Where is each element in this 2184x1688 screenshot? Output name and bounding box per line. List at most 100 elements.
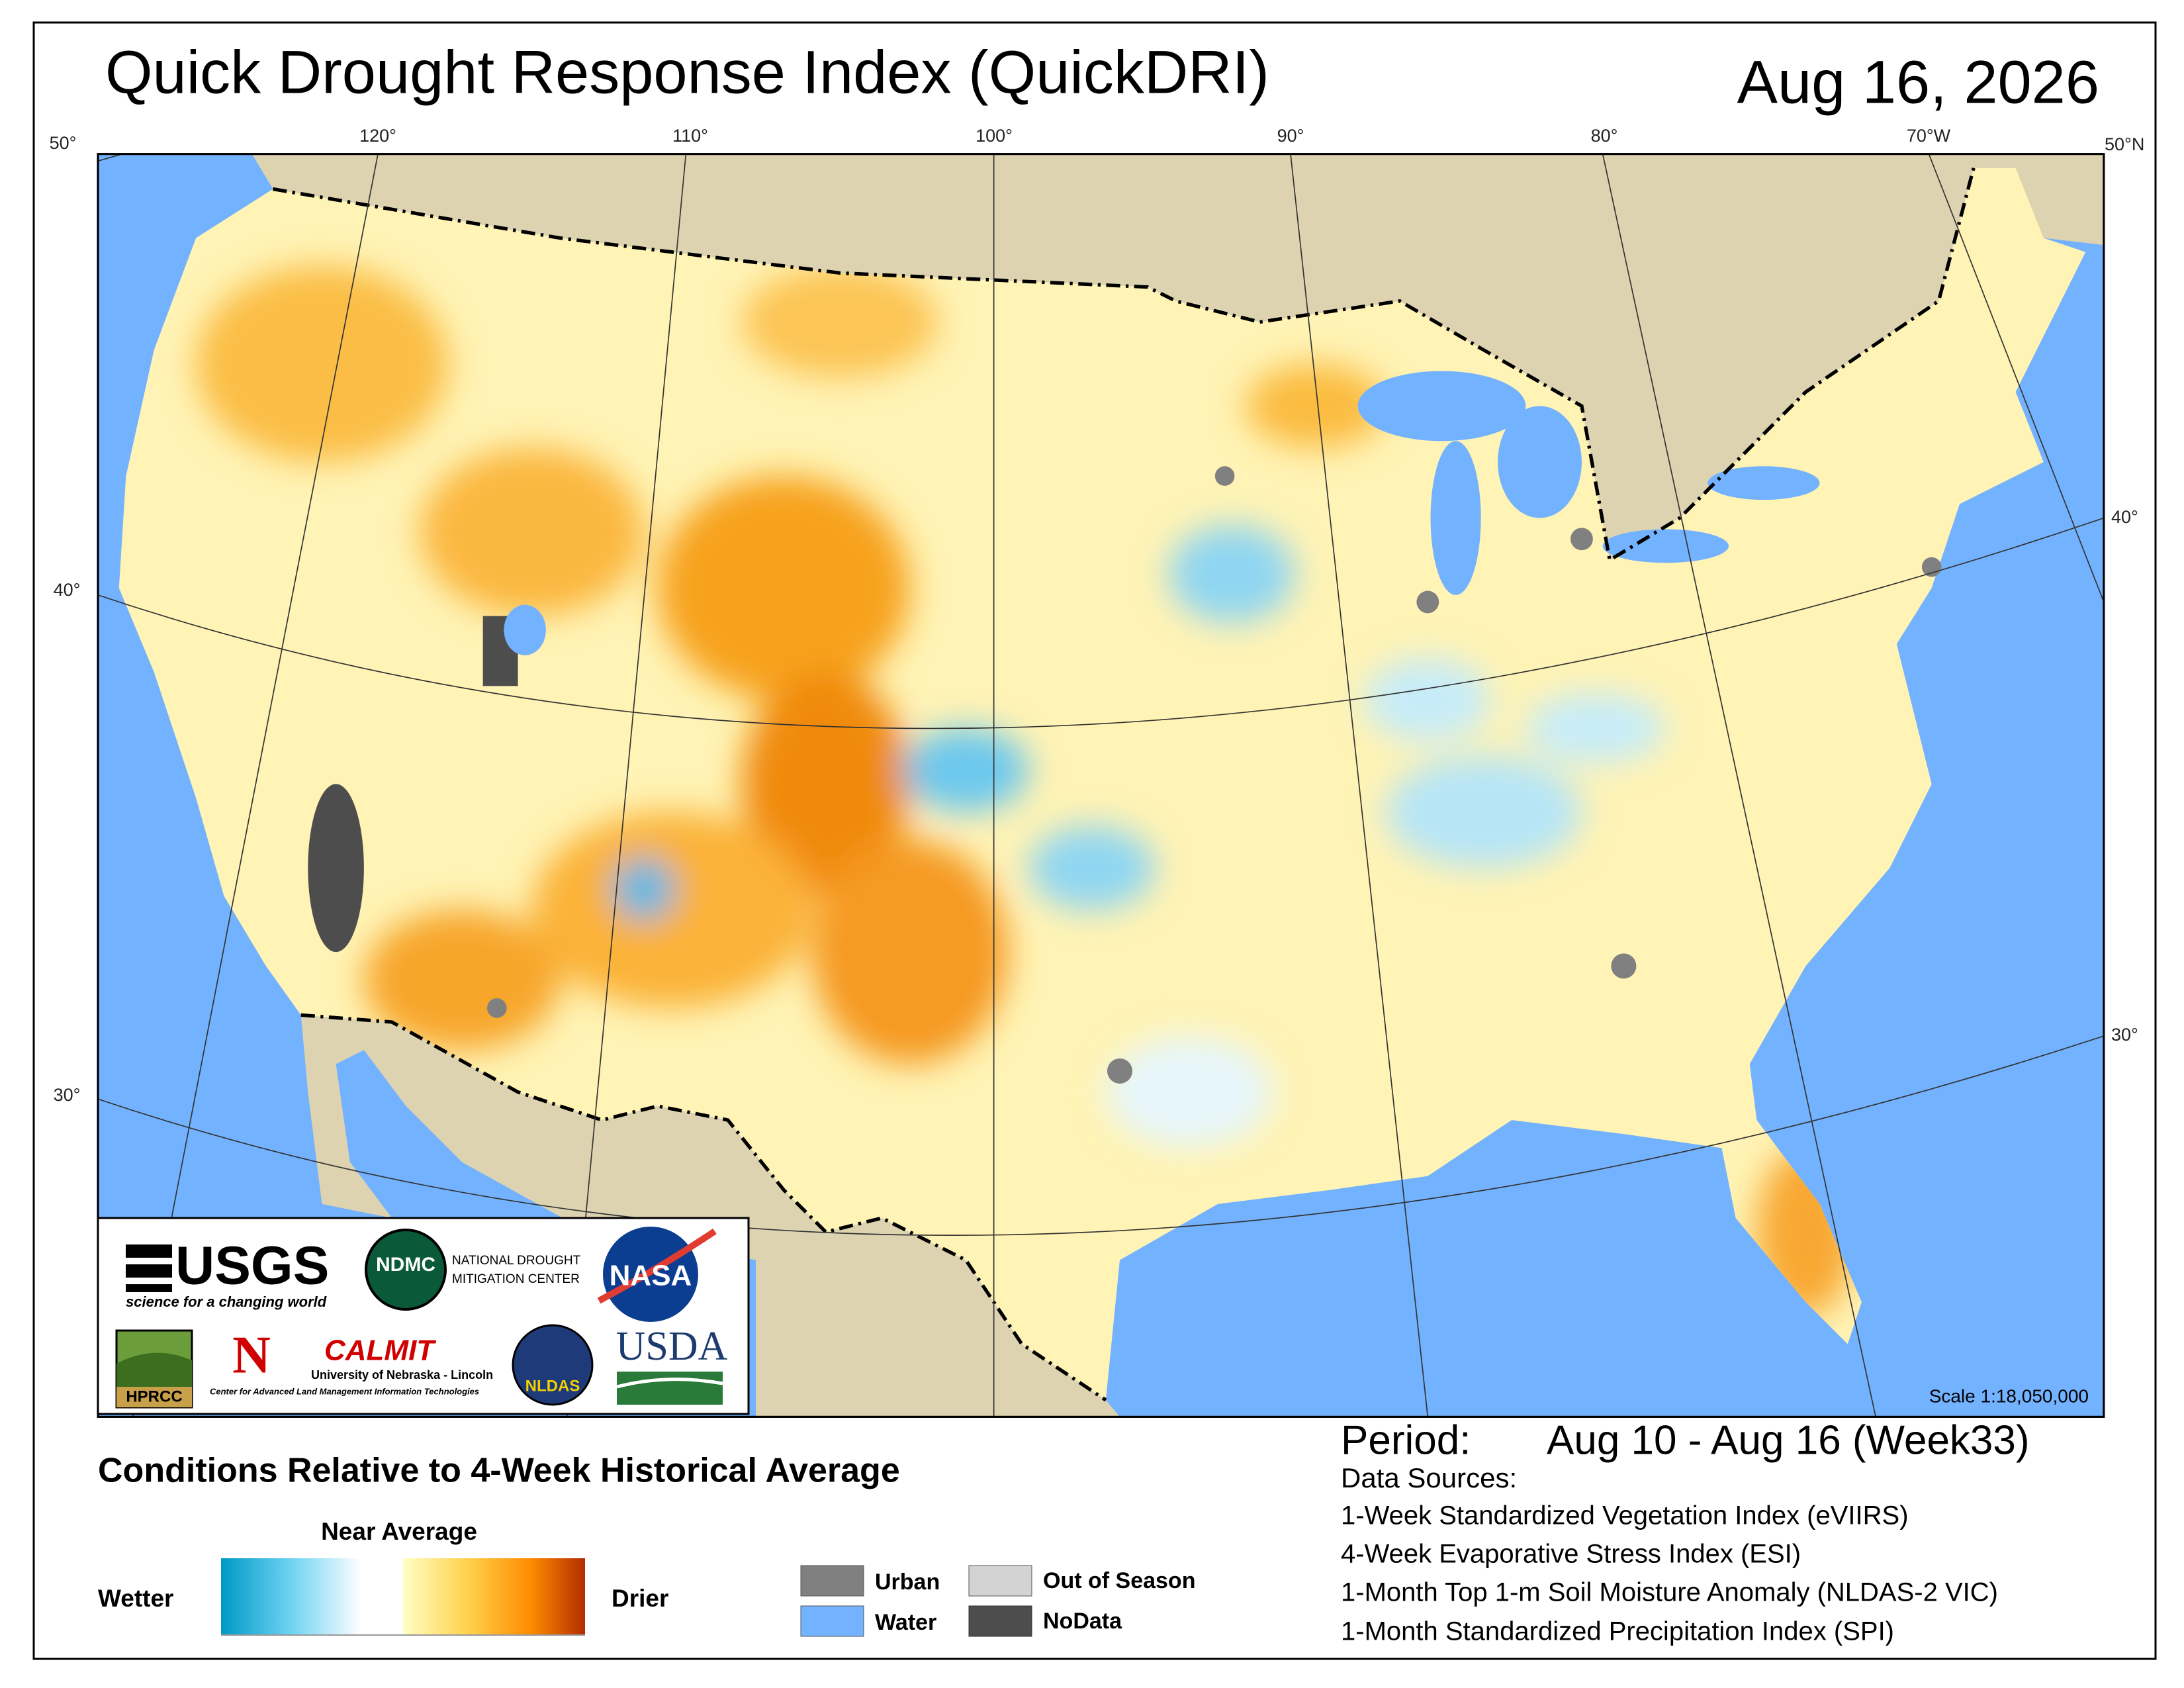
data-source: 1-Month Standardized Precipitation Index… <box>1341 1617 1894 1646</box>
out-of-season-swatch <box>968 1565 1032 1597</box>
map-scale: Scale 1:18,050,000 <box>1929 1385 2089 1406</box>
graticule-label: 100° <box>976 126 1013 146</box>
legend-near-average: Near Average <box>321 1518 477 1545</box>
graticule <box>98 154 2104 1417</box>
ndmc-text: NDMC <box>376 1254 435 1276</box>
wet-color-bar <box>221 1558 361 1635</box>
wet-area <box>1028 825 1155 910</box>
lake <box>1498 406 1582 518</box>
graticule-label: 50°N <box>2105 134 2144 154</box>
graticule-label: 40° <box>54 580 81 600</box>
nasa-swoosh <box>597 1228 717 1304</box>
usgs-mark <box>126 1244 172 1292</box>
water-swatch <box>800 1605 864 1637</box>
usda-field <box>617 1372 723 1405</box>
nldas-logo: NLDAS <box>512 1324 594 1406</box>
dry-area <box>741 265 938 379</box>
graticule-label: 120° <box>359 126 396 146</box>
calmit-name: Center for Advanced Land Management Info… <box>210 1386 479 1396</box>
usgs-text: USGS <box>175 1236 329 1296</box>
nldas-text: NLDAS <box>525 1377 580 1395</box>
urban <box>1107 1058 1133 1084</box>
map <box>97 153 2105 1418</box>
nodata-areas <box>308 616 518 953</box>
urban <box>487 998 507 1018</box>
ndmc-name: NATIONAL DROUGHT <box>452 1254 581 1268</box>
parallel <box>98 517 2104 729</box>
period-label: Period: <box>1341 1417 1471 1463</box>
wet-area <box>903 727 1029 812</box>
legend-item: Urban <box>875 1570 940 1595</box>
ndmc-circle <box>365 1229 447 1311</box>
graticule-label: 40° <box>2111 507 2138 527</box>
usda-swoosh <box>616 1378 723 1389</box>
mexico <box>300 1015 1120 1417</box>
data-source: 4-Week Evaporative Stress Index (ESI) <box>1341 1540 1801 1569</box>
usgs-logo: USGS science for a changing world <box>126 1236 329 1310</box>
lake <box>1707 466 1820 500</box>
meridian <box>1290 154 1429 1417</box>
logo-panel: USGS science for a changing world NDMC N… <box>97 1217 750 1415</box>
legend-item: Water <box>875 1610 936 1635</box>
dry-area <box>811 840 1008 1064</box>
canada <box>98 154 2104 561</box>
lake <box>504 604 546 655</box>
map-frame <box>97 153 2105 1418</box>
ndmc-name: MITIGATION CENTER <box>452 1272 580 1286</box>
legend-wetter: Wetter <box>98 1585 173 1612</box>
hprcc-band <box>116 1387 192 1407</box>
usda-logo: USDA <box>616 1324 728 1405</box>
title: Quick Drought Response Index (QuickDRI) <box>105 38 1269 106</box>
parallel <box>98 1035 2104 1236</box>
calmit-text: CALMIT <box>324 1335 436 1367</box>
legend-item: Out of Season <box>1043 1568 1195 1593</box>
graticule-label: 30° <box>2111 1025 2138 1045</box>
wet-area <box>1169 525 1295 624</box>
ndmc-logo: NDMC NATIONAL DROUGHT MITIGATION CENTER <box>365 1229 581 1311</box>
meridian <box>1602 154 1876 1417</box>
lakes <box>504 371 1820 655</box>
calmit-logo: N CALMIT University of Nebraska - Lincol… <box>210 1326 493 1396</box>
lake <box>1357 371 1526 442</box>
national-border <box>300 1013 1107 1402</box>
data-source: 1-Month Top 1-m Soil Moisture Anomaly (N… <box>1341 1578 1998 1607</box>
national-border <box>272 167 1976 563</box>
data-source: 1-Week Standardized Vegetation Index (eV… <box>1341 1501 1909 1530</box>
dry-color-bar <box>403 1558 585 1635</box>
graticule-label: 50° <box>50 133 77 153</box>
sources-title: Data Sources: <box>1341 1462 1517 1493</box>
dry-area <box>658 476 910 700</box>
urban <box>1921 557 1942 577</box>
poster-border <box>32 21 2157 1660</box>
dry-area <box>196 265 448 462</box>
wet-area <box>1525 692 1666 763</box>
lake <box>1602 529 1729 563</box>
nodata-swatch <box>968 1605 1032 1637</box>
graticule-label: 110° <box>672 126 708 146</box>
urban <box>1611 953 1637 979</box>
nebraska-n: N <box>232 1326 271 1384</box>
urban-areas <box>487 466 1942 1084</box>
wet-area <box>613 858 675 920</box>
usda-text: USDA <box>616 1324 728 1369</box>
dry-area <box>363 910 560 1051</box>
legend-item: NoData <box>1043 1609 1122 1634</box>
legend-title: Conditions Relative to 4-Week Historical… <box>98 1452 900 1490</box>
hprcc-text: HPRCC <box>126 1387 182 1405</box>
calmit-univ: University of Nebraska - Lincoln <box>311 1368 493 1382</box>
wet-area <box>1105 1036 1274 1149</box>
graticule-label: 30° <box>54 1085 81 1105</box>
index-field <box>196 265 1855 1317</box>
urban <box>1214 466 1235 486</box>
urban <box>1570 528 1593 551</box>
graticule-label: 70°W <box>1907 126 1951 146</box>
wet-area <box>1365 658 1491 742</box>
usgs-tagline: science for a changing world <box>126 1293 327 1310</box>
legend-drier: Drier <box>612 1585 668 1612</box>
meridian <box>566 154 687 1417</box>
period-range: Aug 10 - Aug 16 (Week33) <box>1547 1417 2030 1463</box>
urban-swatch <box>800 1565 864 1597</box>
nasa-text: NASA <box>610 1260 692 1292</box>
